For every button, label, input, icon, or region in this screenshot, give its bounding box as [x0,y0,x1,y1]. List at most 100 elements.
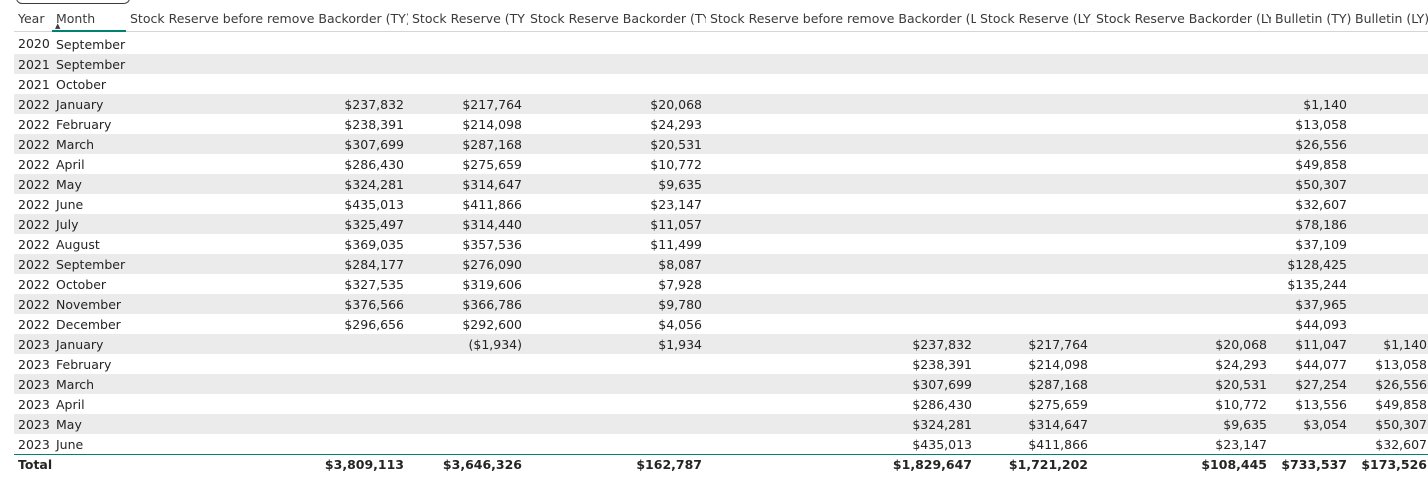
cell-srb-ly [706,114,976,134]
table-row[interactable]: 2022 August $369,035 $357,536 $11,499 $37,109 [14,234,1428,254]
table-row[interactable]: 2023 March $307,699 $287,168 $20,531 $27,254 $… [14,374,1428,394]
table-row[interactable]: 2023 April $286,430 $275,659 $10,772 $13,556 $… [14,394,1428,414]
table-row[interactable]: 2022 December $296,656 $292,600 $4,056 $44,09… [14,314,1428,334]
table-row[interactable]: 2022 September $284,177 $276,090 $8,087 $128,… [14,254,1428,274]
cell-sr-ty [408,354,526,374]
cell-year: 2022 [18,196,50,212]
column-header-bul-ty[interactable]: Bulletin (TY) [1271,6,1351,32]
cell-srb-ly [706,314,976,334]
column-header-month-label: Month [56,10,96,26]
cell-srb-ty: $237,832 [126,94,408,114]
cell-sr-ly: $217,764 [976,334,1092,354]
cell-srbo-ty: $11,057 [526,214,706,234]
table-row[interactable]: 2023 February $238,391 $214,098 $24,293 $44,0… [14,354,1428,374]
cell-sr-ty [408,74,526,94]
column-header-srb-ty[interactable]: Stock Reserve before remove Backorder (T… [126,6,408,32]
cell-srbo-ly: $20,531 [1092,374,1271,394]
cell-srbo-ly [1092,314,1271,334]
table-row[interactable]: 2022 June $435,013 $411,866 $23,147 $32,607 [14,194,1428,214]
cell-srb-ly [706,194,976,214]
total-sr-ty: $3,646,326 [408,454,526,474]
cell-month: June [56,436,84,452]
cell-srb-ly [706,234,976,254]
top-tab[interactable] [16,0,130,4]
table-row[interactable]: 2021 September [14,54,1428,74]
cell-srbo-ty: $7,928 [658,276,702,292]
cell-sr-ly [976,94,1092,114]
cell-year: 2022 [18,116,50,132]
cell-bul-ly [1351,94,1428,114]
cell-month: October [56,276,107,292]
table-row[interactable]: 2022 April $286,430 $275,659 $10,772 $49,858 [14,154,1428,174]
cell-bul-ty: $13,556 [1295,396,1347,412]
cell-bul-ly [1351,174,1428,194]
cell-bul-ty [1271,74,1351,94]
cell-srb-ty: $369,035 [344,236,404,252]
column-header-bul-ly[interactable]: Bulletin (LY) [1351,6,1428,32]
cell-srb-ly [706,214,976,234]
cell-month: September [56,36,126,52]
cell-srbo-ty: $23,147 [650,196,702,212]
cell-sr-ty: $217,764 [408,94,526,114]
cell-bul-ty: $135,244 [1287,276,1347,292]
cell-sr-ly [976,31,1092,54]
cell-srbo-ly: $9,635 [1092,414,1271,434]
cell-bul-ty: $3,054 [1271,414,1351,434]
cell-srbo-ly [1092,154,1271,174]
cell-srb-ly: $324,281 [706,414,976,434]
table-row[interactable]: 2020 September [14,31,1428,54]
table-row[interactable]: 2022 March $307,699 $287,168 $20,531 $26,556 [14,134,1428,154]
cell-year: 2023 [18,436,50,452]
cell-sr-ty: $357,536 [462,236,522,252]
cell-srb-ty: $327,535 [344,276,404,292]
cell-month: January [52,334,126,354]
cell-srbo-ly: $24,293 [1215,356,1267,372]
cell-bul-ty [1271,54,1351,74]
cell-sr-ty [408,54,526,74]
cell-sr-ly: $411,866 [1028,436,1088,452]
cell-sr-ly [976,234,1092,254]
cell-bul-ty: $44,077 [1295,356,1347,372]
total-label: Total [14,454,52,474]
column-header-month[interactable]: Month ▲ [52,6,126,32]
cell-bul-ly [1351,54,1428,74]
table-row[interactable]: 2022 October $327,535 $319,606 $7,928 $135,24… [14,274,1428,294]
column-header-sr-ty[interactable]: Stock Reserve (TY) [408,6,526,32]
table-row[interactable]: 2022 January $237,832 $217,764 $20,068 $1,140 [14,94,1428,114]
cell-srbo-ly [1092,31,1271,54]
table-row[interactable]: 2022 May $324,281 $314,647 $9,635 $50,307 [14,174,1428,194]
total-srb-ly: $1,829,647 [706,454,976,474]
cell-month: April [56,156,85,172]
cell-srb-ty [126,374,408,394]
cell-bul-ly [1351,114,1428,134]
table-row[interactable]: 2023 May $324,281 $314,647 $9,635 $3,054 $50,3… [14,414,1428,434]
table-row[interactable]: 2022 November $376,566 $366,786 $9,780 $37,96… [14,294,1428,314]
table-row[interactable]: 2022 July $325,497 $314,440 $11,057 $78,186 [14,214,1428,234]
column-header-year[interactable]: Year [14,6,52,32]
column-header-srb-ly[interactable]: Stock Reserve before remove Backorder (L… [706,6,976,32]
cell-sr-ty [408,31,526,54]
cell-srbo-ly [1092,134,1271,154]
cell-srbo-ly: $23,147 [1215,436,1267,452]
cell-month: February [56,116,112,132]
table-row[interactable]: 2023 June $435,013 $411,866 $23,147 $32,607 [14,434,1428,455]
cell-bul-ty: $32,607 [1295,196,1347,212]
table-row[interactable]: 2022 February $238,391 $214,098 $24,293 $13,0… [14,114,1428,134]
cell-month: November [52,294,126,314]
cell-srbo-ly: $20,068 [1092,334,1271,354]
cell-srbo-ly [1092,114,1271,134]
cell-year: 2022 [14,94,52,114]
cell-year: 2021 [18,76,50,92]
cell-year: 2022 [18,236,50,252]
cell-srb-ty [126,394,408,414]
table-row[interactable]: 2023 January ($1,934) $1,934 $237,832 $217,76… [14,334,1428,354]
cell-srb-ty [126,414,408,434]
column-header-sr-ly[interactable]: Stock Reserve (LY) [976,6,1092,32]
column-header-srbo-ly[interactable]: Stock Reserve Backorder (LY) [1092,6,1271,32]
table-row[interactable]: 2021 October [14,74,1428,94]
column-header-srbo-ty[interactable]: Stock Reserve Backorder (TY) [526,6,706,32]
cell-sr-ly [976,134,1092,154]
cell-year: 2022 [18,156,50,172]
cell-sr-ty [408,394,526,414]
cell-srbo-ty: $24,293 [650,116,702,132]
